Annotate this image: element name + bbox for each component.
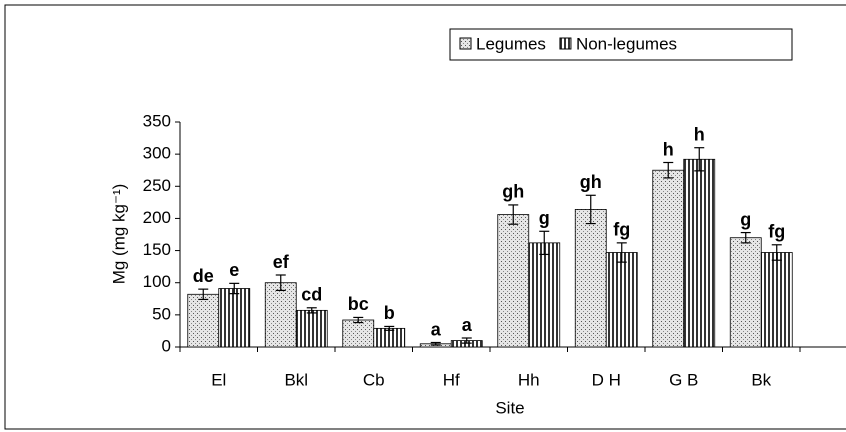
significance-letter: e <box>229 260 239 280</box>
significance-letter: bc <box>348 294 369 314</box>
error-bar <box>198 288 209 301</box>
x-tick-label: Hf <box>443 370 460 389</box>
frame <box>4 4 846 430</box>
significance-letter: de <box>193 266 214 286</box>
y-tick-label: 100 <box>143 272 171 291</box>
legend-box <box>449 28 793 61</box>
error-bar <box>306 307 317 314</box>
error-bar <box>616 242 627 263</box>
x-tick-label: Bk <box>751 370 771 389</box>
y-tick-label: 350 <box>143 111 171 130</box>
bar <box>373 327 406 348</box>
y-tick-label: 50 <box>152 304 171 323</box>
error-bar <box>430 341 441 346</box>
bar <box>497 214 530 348</box>
y-tick-label: 150 <box>143 240 171 259</box>
y-tick-label: 250 <box>143 176 171 195</box>
x-tick-label: Cb <box>363 370 385 389</box>
significance-letter: fg <box>768 222 785 242</box>
bar <box>264 282 297 348</box>
bar <box>342 319 375 348</box>
legend-swatch <box>559 37 572 50</box>
y-tick-label: 300 <box>143 144 171 163</box>
x-axis-label: Site <box>495 398 524 417</box>
significance-letter: a <box>431 319 442 339</box>
bar <box>187 293 220 348</box>
error-bar <box>508 204 519 225</box>
bar <box>295 309 328 348</box>
y-tick-label: 0 <box>162 336 171 355</box>
significance-letter: g <box>740 209 751 229</box>
significance-letter: cd <box>301 285 322 305</box>
bar <box>218 288 251 348</box>
bar <box>605 252 638 348</box>
legend-label: Non-legumes <box>576 34 677 53</box>
error-bar <box>585 194 596 225</box>
significance-letter: gh <box>502 182 524 202</box>
error-bar <box>740 231 751 244</box>
x-tick-label: Hh <box>518 370 540 389</box>
legend-swatch <box>459 37 472 50</box>
significance-letter: gh <box>580 172 602 192</box>
bar <box>729 237 762 348</box>
bar <box>760 252 793 348</box>
significance-letter: ef <box>273 252 290 272</box>
error-bar <box>353 316 364 324</box>
y-tick-label: 200 <box>143 208 171 227</box>
legend-label: Legumes <box>476 34 546 53</box>
error-bar <box>275 274 286 292</box>
bar <box>683 158 716 348</box>
error-bar <box>384 325 395 331</box>
significance-letter: h <box>663 139 674 159</box>
error-bar <box>663 161 674 179</box>
error-bar <box>771 244 782 261</box>
error-bar <box>229 282 240 295</box>
error-bar <box>539 230 550 256</box>
x-tick-label: G B <box>669 370 698 389</box>
bar <box>528 242 561 348</box>
x-tick-label: D H <box>592 370 621 389</box>
significance-letter: h <box>694 124 705 144</box>
error-bar <box>461 337 472 344</box>
y-axis-label: Mg (mg kg⁻¹) <box>109 184 128 285</box>
significance-letter: g <box>539 208 550 228</box>
x-tick-label: El <box>211 370 226 389</box>
x-tick-label: Bkl <box>284 370 308 389</box>
significance-letter: fg <box>613 220 630 240</box>
significance-letter: b <box>384 303 395 323</box>
error-bar <box>694 147 705 172</box>
bar <box>574 209 607 348</box>
significance-letter: a <box>462 315 473 335</box>
bar <box>652 169 685 348</box>
